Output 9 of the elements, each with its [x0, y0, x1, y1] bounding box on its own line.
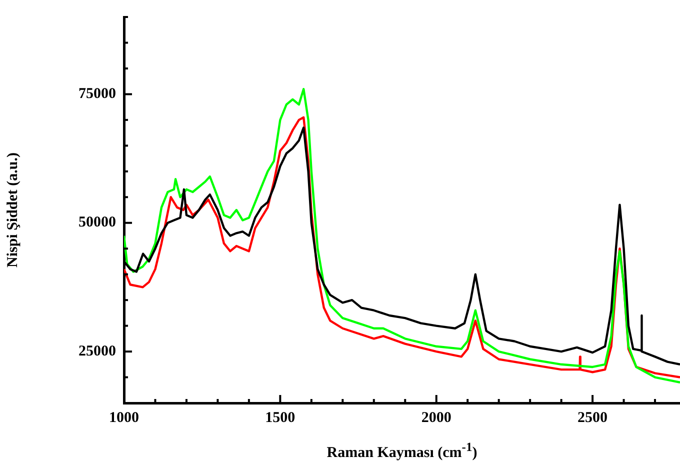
x-tick-label: 1000 — [109, 410, 139, 426]
x-axis-title: Raman Kayması (cm$^{-1}$) — [326, 440, 478, 462]
x-tick-label: 1500 — [265, 410, 296, 426]
y-axis-title: Nispi Şiddet (a.u.) — [4, 152, 21, 268]
x-tick-label: 2000 — [421, 410, 452, 426]
x-tick-label: 2500 — [578, 410, 608, 426]
y-tick-label: 75000 — [78, 86, 116, 102]
y-tick-label: 25000 — [78, 343, 116, 360]
y-tick-label: 50000 — [78, 214, 116, 231]
